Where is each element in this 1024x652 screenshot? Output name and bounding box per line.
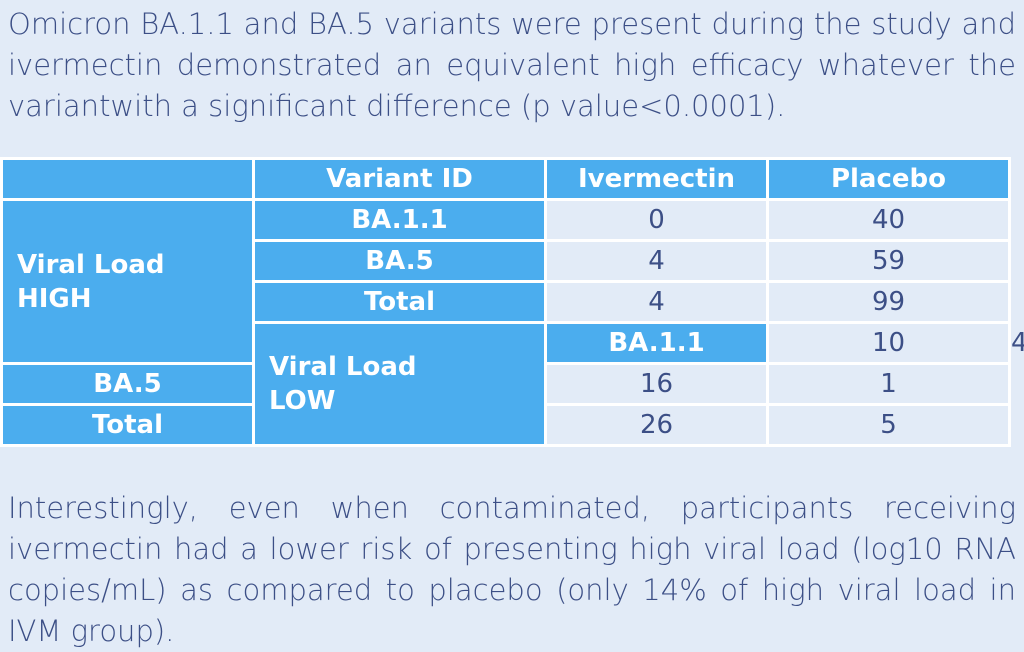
ivermectin-cell: 4 <box>544 280 769 324</box>
ivermectin-cell: 26 <box>544 403 769 447</box>
header-empty-cell <box>0 157 255 201</box>
group-label-line: LOW <box>269 386 336 416</box>
intro-line: ivermectin demonstrated an equivalent hi… <box>8 48 1016 82</box>
table-row: BA.5 4 59 <box>2 239 1011 283</box>
placebo-cell: 40 <box>766 198 1011 242</box>
intro-line: Omicron BA.1.1 and BA.5 variants were pr… <box>8 7 1016 41</box>
variant-table: Variant ID Ivermectin Placebo Viral Load… <box>0 157 1024 447</box>
header-variant-id: Variant ID <box>252 157 547 201</box>
variant-cell: BA.1.1 <box>252 198 547 242</box>
variant-cell: BA.1.1 <box>544 321 769 365</box>
group-label-high: Viral Load HIGH <box>0 198 255 365</box>
ivermectin-cell: 16 <box>544 362 769 406</box>
table-row: Viral Load HIGH BA.1.1 0 40 <box>0 198 1011 365</box>
group-label-line: Viral Load <box>269 352 417 382</box>
intro-line: variantwith a significant difference (p … <box>8 89 786 123</box>
outro-line: ivermectin had a lower risk of presentin… <box>8 532 1016 566</box>
variant-cell: Total <box>0 403 255 447</box>
header-ivermectin: Ivermectin <box>544 157 769 201</box>
group-label-low: Viral Load LOW <box>252 321 547 447</box>
group-label-line: HIGH <box>17 283 92 314</box>
intro-paragraph: Omicron BA.1.1 and BA.5 variants were pr… <box>8 4 1016 127</box>
placebo-cell: 99 <box>766 280 1011 324</box>
table-header-row: Variant ID Ivermectin Placebo <box>0 157 1011 201</box>
table-row: Total 26 5 <box>0 403 1011 447</box>
header-placebo: Placebo <box>766 157 1011 201</box>
placebo-cell: 59 <box>766 239 1011 283</box>
ivermectin-cell: 4 <box>544 239 769 283</box>
ivermectin-cell: 10 <box>766 321 1011 365</box>
variant-cell: BA.5 <box>252 239 547 283</box>
table-row: Total 4 99 <box>2 280 1011 324</box>
table-row: BA.5 16 1 <box>0 362 1011 406</box>
placebo-cell: 5 <box>766 403 1011 447</box>
table-row: Viral Load LOW BA.1.1 10 4 <box>2 321 1024 447</box>
placebo-cell: 1 <box>766 362 1011 406</box>
outro-line: Interestingly, even when contaminated, p… <box>8 491 1016 525</box>
variant-cell: BA.5 <box>0 362 255 406</box>
variant-cell: Total <box>252 280 547 324</box>
outro-line: IVM group). <box>8 614 175 648</box>
outro-paragraph: Interestingly, even when contaminated, p… <box>8 488 1016 652</box>
outro-line: copies/mL) as compared to placebo (only … <box>8 573 1016 607</box>
group-label-line: Viral Load <box>17 249 165 280</box>
ivermectin-cell: 0 <box>544 198 769 242</box>
